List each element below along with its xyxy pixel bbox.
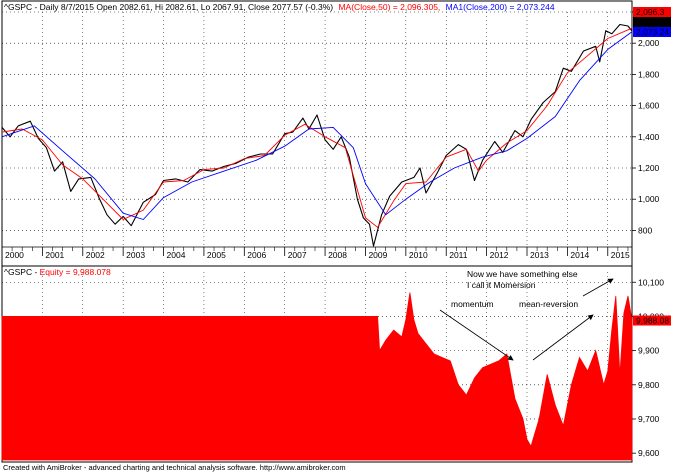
price-x-tick-label: 2001 [45, 250, 64, 260]
annotation-mean-reversion: mean-reversion [519, 299, 578, 309]
equity-y-tick-label: 9,900 [638, 346, 660, 356]
price-x-tick-label: 2010 [409, 250, 428, 260]
price-plot-frame [1, 0, 633, 267]
price-y-tick-label: 1,400 [638, 132, 660, 142]
price-last-value-box [633, 27, 671, 37]
price-y-tick-label: 800 [638, 225, 652, 235]
arrow-momentum [439, 309, 514, 361]
arrow-momersion [582, 278, 614, 297]
price-last-value-box [633, 7, 671, 17]
price-x-tick-label: 2000 [5, 250, 24, 260]
footer-credit: Created with AmiBroker - advanced charti… [3, 463, 346, 472]
equity-last-value-text: 9,988.08 [636, 316, 669, 326]
annotation-momentum: momentum [451, 299, 494, 309]
price-x-tick-label: 2009 [368, 250, 387, 260]
price-x-tick-label: 2014 [570, 250, 589, 260]
price-panel: 2000 2001 2002 2003 2004 2005 2006 2007 2008 2009… [1, 0, 671, 267]
ma200-series-line [1, 31, 633, 220]
equity-header: ^GSPC - Equity = 9,988.078 [4, 267, 111, 277]
price-x-tick-label: 2015 [611, 250, 630, 260]
arrow-mean-reversion [532, 314, 594, 361]
price-last-value-box [633, 17, 671, 27]
price-y-tick-label: 2,000 [638, 38, 660, 48]
price-y-tick-label: 1,000 [638, 194, 660, 204]
price-y-tick-label: 1,800 [638, 69, 660, 79]
equity-header-symbol: ^GSPC - [4, 267, 40, 277]
price-x-axis: 2000 2001 2002 2003 2004 2005 2006 2007 2008 2009… [1, 246, 632, 260]
price-x-tick-label: 2003 [126, 250, 145, 260]
equity-last-value-box [633, 315, 671, 326]
price-header: ^GSPC - Daily 8/7/2015 Open 2082.61, Hi … [4, 2, 555, 12]
price-series-layer [1, 23, 633, 247]
price-x-tick-label: 2004 [167, 250, 186, 260]
annotation-momersion: I call it Momersion [467, 280, 536, 290]
price-x-tick-label: 2006 [247, 250, 266, 260]
equity-y-tick-label: 9,600 [638, 448, 660, 458]
price-x-tick-label: 2007 [288, 250, 307, 260]
equity-last-value-label: 9,988.08 [633, 315, 671, 326]
price-x-tick-label: 2005 [207, 250, 226, 260]
price-header-ma200: MA1(Close,200) = 2,073.244 [446, 2, 555, 12]
price-y-tick-label: 1,600 [638, 101, 660, 111]
equity-y-tick-label: 9,800 [638, 380, 660, 390]
price-x-tick-label: 2008 [328, 250, 347, 260]
price-last-value-text: 2,073.24 [636, 27, 669, 37]
price-last-value-text: 2,077.57 [636, 17, 669, 27]
equity-header-value: Equity = 9,988.078 [40, 267, 111, 277]
equity-series-layer [1, 292, 633, 461]
equity-y-tick-label: 9,700 [638, 414, 660, 424]
price-last-value-text: 2,096.3 [636, 7, 665, 17]
price-last-value-labels: 2,096.32,077.572,073.24 [633, 7, 671, 37]
price-x-tick-label: 2011 [449, 250, 468, 260]
price-x-tick-label: 2013 [530, 250, 549, 260]
price-header-symbol: ^GSPC - Daily 8/7/2015 Open 2082.61, Hi … [4, 2, 333, 12]
equity-area [1, 292, 633, 461]
price-y-tick-label: 1,200 [638, 163, 660, 173]
equity-y-tick-label: 10,100 [638, 277, 664, 287]
price-x-tick-label: 2012 [490, 250, 509, 260]
ma50-series-line [1, 27, 633, 228]
annotation-now-we-have: Now we have something else [467, 269, 578, 279]
price-x-tick-label: 2002 [86, 250, 105, 260]
price-header-ma50: MA(Close,50) = 2,096.305, [338, 2, 440, 12]
